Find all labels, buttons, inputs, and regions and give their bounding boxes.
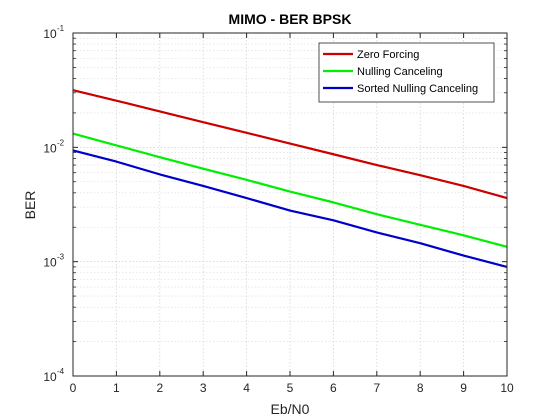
x-tick-label: 1 [113, 381, 120, 395]
x-tick-label: 10 [500, 381, 514, 395]
x-tick-label: 4 [243, 381, 250, 395]
y-tick-label: 10 [43, 27, 57, 41]
legend-label-3: Sorted Nulling Canceling [357, 83, 478, 95]
series-line-2 [72, 132, 508, 248]
x-tick-label: 2 [156, 381, 163, 395]
legend-label-1: Zero Forcing [357, 49, 419, 61]
x-tick-label: 5 [287, 381, 294, 395]
x-tick-label: 8 [417, 381, 424, 395]
x-axis-ticks: 0 1 2 3 4 5 6 7 8 9 10 [70, 33, 514, 395]
y-tick-exponent: -1 [57, 24, 65, 33]
series-line-1 [72, 89, 508, 200]
legend-label-2: Nulling Canceling [357, 66, 443, 78]
y-tick-label: 10 [43, 141, 57, 155]
x-tick-label: 0 [70, 381, 77, 395]
y-tick-exponent: -3 [57, 253, 65, 262]
y-axis-ticks: 10-410-310-210-1 [43, 24, 507, 384]
chart-title: MIMO - BER BPSK [229, 11, 352, 27]
y-axis-label: BER [22, 191, 38, 220]
x-tick-label: 9 [460, 381, 467, 395]
x-tick-label: 7 [373, 381, 380, 395]
x-tick-label: 6 [330, 381, 337, 395]
series-lines [72, 89, 508, 268]
series-line-3 [72, 149, 508, 268]
legend: Zero Forcing Nulling Canceling Sorted Null… [318, 42, 495, 103]
legend-box [318, 42, 495, 103]
y-tick-label: 10 [43, 256, 57, 270]
x-axis-label: Eb/N0 [271, 401, 310, 417]
y-tick-exponent: -2 [57, 138, 65, 147]
y-tick-exponent: -4 [57, 367, 65, 376]
x-tick-label: 3 [200, 381, 207, 395]
y-tick-label: 10 [43, 370, 57, 384]
